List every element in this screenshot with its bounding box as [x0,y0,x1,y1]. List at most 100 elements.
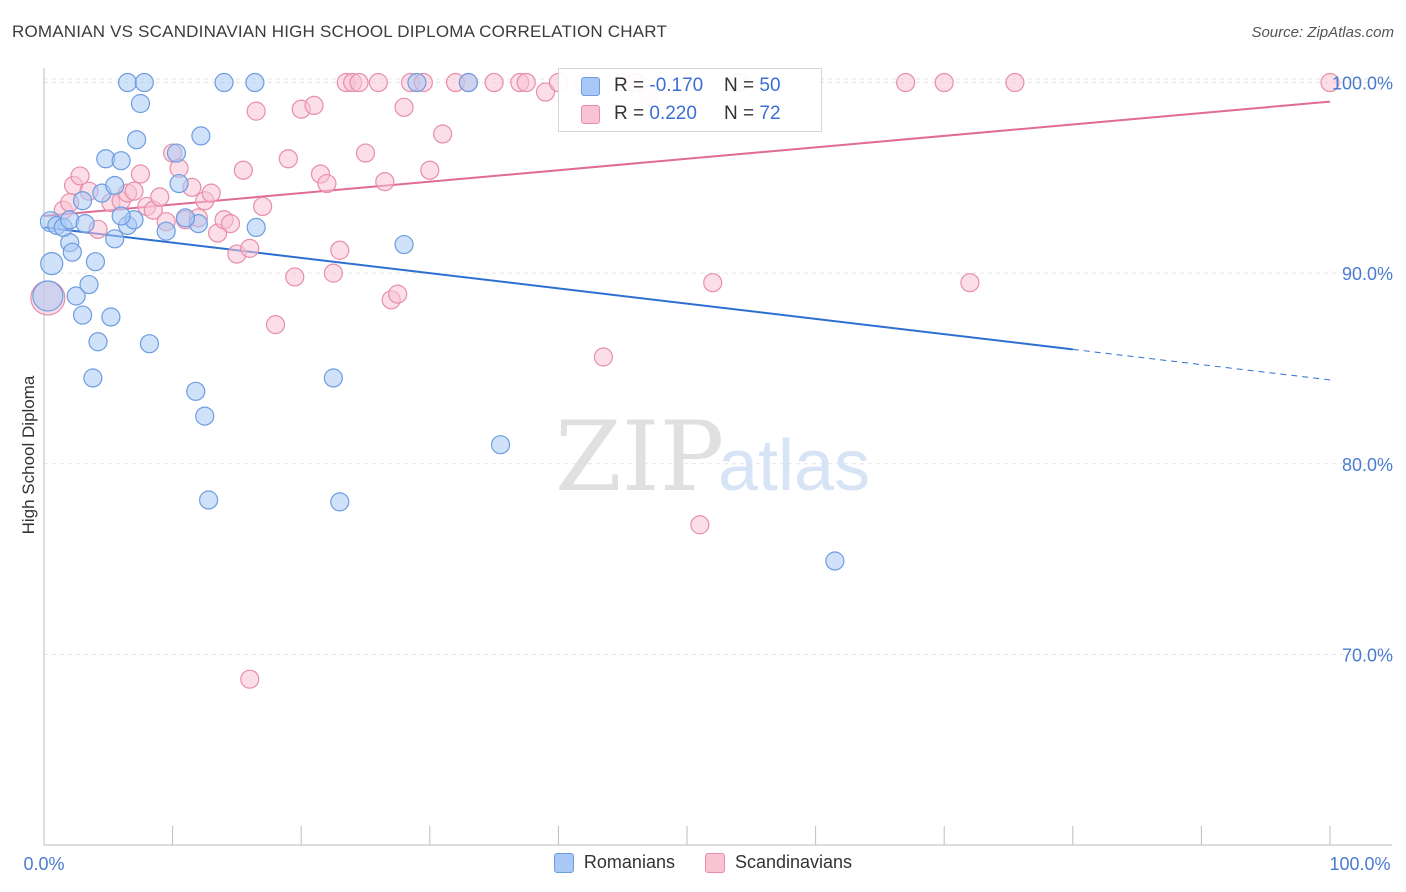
scandinavians-point [124,181,144,201]
scandinavians-point [349,72,369,93]
scandinavians-swatch [704,852,725,873]
romanians-swatch [553,852,574,873]
y-tick-label: 90.0% [1342,264,1393,284]
scandinavians-point [368,72,388,93]
scandinavians-point [317,173,337,194]
scandinavians-point [690,515,710,535]
romanians-point [186,381,206,401]
romanians-point [79,274,99,295]
scandinavians-point [330,240,350,260]
legend-item-scandinavians[interactable]: Scandinavians [704,852,852,873]
series-legend: Romanians Scandinavians [0,852,1406,873]
scandinavians-point [253,196,273,217]
chart-source: Source: ZipAtlas.com [1251,24,1394,41]
y-tick-label: 70.0% [1342,645,1393,665]
tick-labels: 70.0% 80.0% 90.0% 100.0% 0.0% 100.0% [23,74,1393,874]
romanians-point [101,307,121,327]
scandinavians-point [433,124,453,144]
scandinavians-point [285,267,305,287]
romanians-point [195,406,215,426]
scandinavians-point [201,183,221,203]
scandinavians-point [535,82,556,102]
axes [43,68,1392,846]
legend-n-label: N = [724,75,760,96]
legend-r-label: R = [614,75,650,96]
romanians-point [169,173,189,194]
scandinavians-point [484,72,504,93]
legend-row-scandinavians: R = 0.220 N = 72 [581,101,794,127]
scandinavians-point [304,95,324,116]
legend-item-romanians[interactable]: Romanians [553,852,675,873]
scandinavians-point [420,160,440,180]
scandinavians-point [265,315,286,335]
romanians-point [130,93,151,114]
romanians-point [126,130,147,150]
scandinavians-swatch [581,104,600,124]
romanians-point [83,368,103,388]
romanians-point [62,242,82,262]
scandinavians-point [70,166,90,186]
watermark-atlas: atlas [718,426,870,506]
scandinavians-point [703,273,723,293]
romanians-point [199,490,219,510]
romanians-point [75,213,95,234]
scandinavians-point [1320,72,1340,93]
scandinavians-trend-line [43,100,1331,217]
romanians-point [394,234,414,255]
romanians-point [175,208,196,228]
scandinavians-point [246,101,266,121]
romanians-point [323,368,343,388]
scandinavians-point [394,97,414,117]
romanians-trend-line [43,226,1073,351]
romanians-point [85,252,106,272]
legend-r-value: -0.170 [649,75,704,96]
romanians-point [105,175,125,196]
scandinavians-point [150,187,170,207]
romanians-point [72,305,93,325]
scandinavians-point [240,238,260,258]
romanians-trend-extension [1072,348,1331,381]
romanians-point [111,151,131,171]
scandinavians-point [220,213,241,234]
scandinavians-point [278,149,298,169]
x-tick-label: 100.0% [1329,854,1390,874]
romanians-point [117,72,138,93]
romanians-point [245,72,265,93]
data-points [30,72,1340,689]
scandinavians-point [323,263,343,283]
romanians-point [191,126,211,146]
scandinavians-point [388,284,408,304]
scandinavians-point [240,669,260,689]
x-tick-label: 0.0% [23,854,64,874]
romanians-point [72,191,93,211]
legend-n-value: 50 [759,75,781,96]
romanians-point [458,72,478,93]
scandinavians-point [355,143,376,163]
romanians-point [88,332,108,352]
chart-title: ROMANIAN VS SCANDINAVIAN HIGH SCHOOL DIP… [12,22,668,41]
scandinavians-point [130,164,151,184]
legend-r-label: R = [614,103,650,124]
watermark-zip: ZIP [555,401,724,513]
y-tick-label: 100.0% [1332,74,1393,94]
scandinavians-point [934,72,954,93]
romanians-point [490,435,511,455]
stats-legend: R = -0.170 N = 50 R = 0.220 N = 72 [558,68,822,132]
romanians-point [66,286,86,306]
legend-r-value: 0.220 [649,103,697,124]
scandinavians-point [960,273,980,293]
romanians-point [407,72,427,93]
scandinavians-point [516,72,536,93]
romanians-point [825,551,845,571]
scandinavians-point [375,172,395,192]
romanians-swatch [581,76,600,96]
romanians-point [330,492,350,512]
scandinavians-point [1005,72,1025,93]
y-tick-label: 80.0% [1342,455,1393,475]
romanians-point [214,72,234,93]
legend-n-label: N = [724,103,760,124]
romanians-point [105,229,125,249]
romanians-point [134,72,154,93]
romanians-point [111,206,131,226]
